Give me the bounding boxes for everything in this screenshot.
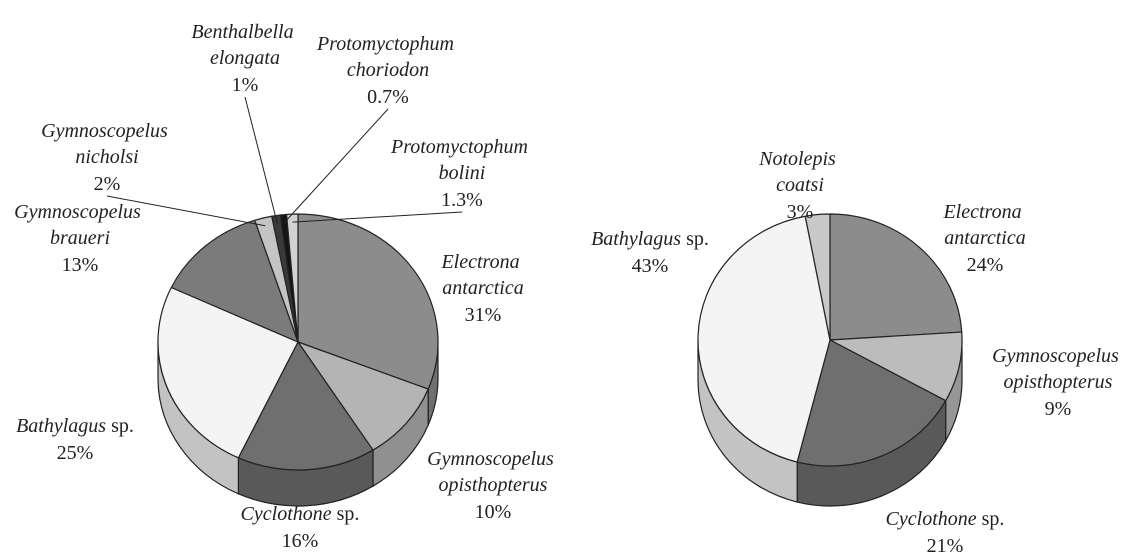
label-word: sp. bbox=[686, 228, 709, 250]
label-word: nicholsi bbox=[75, 146, 138, 168]
pie-slice bbox=[829, 213, 963, 341]
label-word: sp. bbox=[337, 503, 360, 525]
label-word: sp. bbox=[111, 415, 134, 437]
label-word: braueri bbox=[50, 227, 110, 249]
label-word: antarctica bbox=[442, 277, 523, 299]
value-label: 10% bbox=[475, 501, 512, 523]
pie-slice bbox=[237, 341, 374, 471]
label-word: antarctica bbox=[944, 227, 1025, 249]
pie-slice bbox=[157, 286, 299, 459]
pie-slice bbox=[804, 213, 831, 341]
slice-label: Bathylagus sp. bbox=[16, 415, 134, 437]
value-label: 25% bbox=[57, 442, 94, 464]
label-word: opisthopterus bbox=[439, 474, 548, 496]
slice-label: Cyclothone sp. bbox=[886, 508, 1005, 530]
label-word: opisthopterus bbox=[1004, 371, 1113, 393]
value-label: 24% bbox=[967, 254, 1004, 276]
slice-label: Protomyctophum bolini bbox=[390, 136, 533, 184]
label-word: Electrona bbox=[942, 201, 1026, 223]
leader-line bbox=[283, 108, 389, 223]
slice-label: Gymnoscopelus opisthopterus bbox=[427, 448, 559, 496]
label-word: Bathylagus bbox=[16, 415, 111, 437]
slice-label: Notolepis coatsi bbox=[758, 148, 841, 196]
label-word: sp. bbox=[982, 508, 1005, 530]
pie-slice bbox=[697, 215, 831, 463]
slice-label: Benthalbella elongata bbox=[191, 21, 298, 69]
value-label: 1.3% bbox=[441, 189, 483, 211]
pie-slice bbox=[796, 339, 947, 467]
label-word: Protomyctophum bbox=[316, 33, 459, 55]
value-label: 1% bbox=[232, 74, 259, 96]
label-word: Gymnoscopelus bbox=[992, 345, 1124, 367]
pie bbox=[157, 213, 439, 507]
leader-line bbox=[244, 96, 278, 224]
label-word: choriodon bbox=[347, 59, 429, 81]
pie bbox=[697, 213, 963, 507]
value-label: 13% bbox=[62, 254, 99, 276]
value-label: 2% bbox=[94, 173, 121, 195]
value-label: 9% bbox=[1045, 398, 1072, 420]
label-word: Protomyctophum bbox=[390, 136, 533, 158]
value-label: 31% bbox=[465, 304, 502, 326]
leader-line bbox=[106, 195, 266, 227]
value-label: 16% bbox=[282, 530, 319, 552]
pie-slice bbox=[297, 341, 429, 451]
slice-label: Electrona antarctica bbox=[942, 201, 1026, 249]
value-label: 0.7% bbox=[367, 86, 409, 108]
leader-line bbox=[292, 211, 463, 223]
label-word: Gymnoscopelus bbox=[427, 448, 559, 470]
label-word: Notolepis bbox=[758, 148, 841, 170]
slice-label: Gymnoscopelus braueri bbox=[14, 201, 146, 249]
pie-slice bbox=[297, 213, 439, 390]
value-label: 3% bbox=[787, 201, 814, 223]
label-word: bolini bbox=[439, 162, 486, 184]
label-word: Cyclothone bbox=[886, 508, 982, 530]
label-word: elongata bbox=[210, 47, 280, 69]
label-word: Benthalbella bbox=[191, 21, 298, 43]
slice-label: Protomyctophum choriodon bbox=[316, 33, 459, 81]
slice-label: Bathylagus sp. bbox=[591, 228, 709, 250]
slice-label: Gymnoscopelus nicholsi bbox=[41, 120, 173, 168]
slice-label: Cyclothone sp. bbox=[241, 503, 360, 525]
value-label: 21% bbox=[927, 535, 964, 557]
label-word: Electrona bbox=[440, 251, 524, 273]
label-word: coatsi bbox=[776, 174, 824, 196]
value-label: 43% bbox=[632, 255, 669, 277]
slice-label: Electrona antarctica bbox=[440, 251, 524, 299]
label-word: Gymnoscopelus bbox=[14, 201, 146, 223]
label-word: Gymnoscopelus bbox=[41, 120, 173, 142]
slice-label: Gymnoscopelus opisthopterus bbox=[992, 345, 1124, 393]
label-word: Cyclothone bbox=[241, 503, 337, 525]
label-word: Bathylagus bbox=[591, 228, 686, 250]
